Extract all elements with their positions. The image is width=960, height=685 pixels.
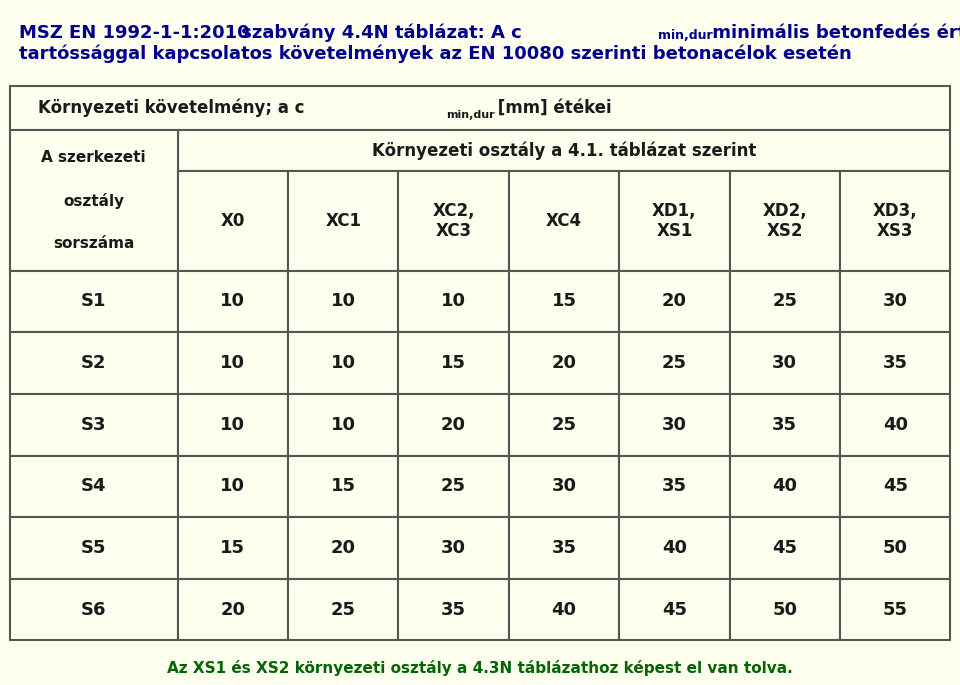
Text: XD3,
XS3: XD3, XS3 — [873, 201, 918, 240]
Text: 35: 35 — [772, 416, 798, 434]
Text: Környezeti követelmény; a c: Környezeti követelmény; a c — [38, 99, 305, 117]
Text: 25: 25 — [330, 601, 356, 619]
Text: 40: 40 — [661, 539, 687, 557]
Text: 45: 45 — [882, 477, 908, 495]
Text: [mm] étékei: [mm] étékei — [492, 99, 612, 117]
Text: Az XS1 és XS2 környezeti osztály a 4.3N táblázathoz képest el van tolva.: Az XS1 és XS2 környezeti osztály a 4.3N … — [167, 660, 793, 676]
Text: 30: 30 — [661, 416, 687, 434]
Text: 20: 20 — [220, 601, 246, 619]
Text: 25: 25 — [441, 477, 467, 495]
Text: 35: 35 — [441, 601, 467, 619]
Text: 10: 10 — [220, 477, 246, 495]
Text: 25: 25 — [661, 354, 687, 372]
Text: 45: 45 — [772, 539, 798, 557]
Text: 20: 20 — [441, 416, 467, 434]
Text: MSZ EN 1992-1-1:2010: MSZ EN 1992-1-1:2010 — [19, 24, 250, 42]
Text: 10: 10 — [220, 354, 246, 372]
Text: 50: 50 — [772, 601, 798, 619]
Text: 10: 10 — [330, 416, 356, 434]
Text: S6: S6 — [81, 601, 107, 619]
Text: 10: 10 — [330, 292, 356, 310]
Text: 30: 30 — [772, 354, 798, 372]
Text: minimális betonfedés értékei;: minimális betonfedés értékei; — [706, 24, 960, 42]
Text: XD2,
XS2: XD2, XS2 — [762, 201, 807, 240]
Text: 15: 15 — [220, 539, 246, 557]
Text: 30: 30 — [441, 539, 467, 557]
Text: 20: 20 — [661, 292, 687, 310]
Text: 40: 40 — [772, 477, 798, 495]
Text: 35: 35 — [882, 354, 908, 372]
Text: S3: S3 — [81, 416, 107, 434]
Text: S5: S5 — [81, 539, 107, 557]
Text: XD1,
XS1: XD1, XS1 — [652, 201, 697, 240]
Text: 20: 20 — [330, 539, 356, 557]
Text: S4: S4 — [81, 477, 107, 495]
Text: 15: 15 — [551, 292, 577, 310]
Text: 30: 30 — [551, 477, 577, 495]
Text: 45: 45 — [661, 601, 687, 619]
Text: min,dur: min,dur — [658, 29, 712, 42]
Text: 10: 10 — [220, 416, 246, 434]
Text: XC1: XC1 — [325, 212, 361, 230]
Text: XC4: XC4 — [546, 212, 582, 230]
Text: 15: 15 — [441, 354, 467, 372]
Text: A szerkezeti

osztály

sorszáma: A szerkezeti osztály sorszáma — [41, 150, 146, 251]
Text: X0: X0 — [221, 212, 245, 230]
Text: S1: S1 — [81, 292, 107, 310]
Text: 35: 35 — [661, 477, 687, 495]
Text: 25: 25 — [772, 292, 798, 310]
Text: 10: 10 — [441, 292, 467, 310]
Text: szabvány 4.4N táblázat: A c: szabvány 4.4N táblázat: A c — [235, 24, 522, 42]
Text: 15: 15 — [330, 477, 356, 495]
Text: 30: 30 — [882, 292, 908, 310]
Text: 25: 25 — [551, 416, 577, 434]
Text: 55: 55 — [882, 601, 908, 619]
Text: XC2,
XC3: XC2, XC3 — [432, 201, 475, 240]
Text: tartóssággal kapcsolatos követelmények az EN 10080 szerinti betonacélok esetén: tartóssággal kapcsolatos követelmények a… — [19, 45, 852, 63]
Text: Környezeti osztály a 4.1. táblázat szerint: Környezeti osztály a 4.1. táblázat szeri… — [372, 141, 756, 160]
Text: 50: 50 — [882, 539, 908, 557]
Text: 40: 40 — [882, 416, 908, 434]
Text: 10: 10 — [330, 354, 356, 372]
Text: 20: 20 — [551, 354, 577, 372]
Text: S2: S2 — [81, 354, 107, 372]
Text: 35: 35 — [551, 539, 577, 557]
Text: 10: 10 — [220, 292, 246, 310]
Text: 40: 40 — [551, 601, 577, 619]
Text: min,dur: min,dur — [446, 110, 495, 120]
